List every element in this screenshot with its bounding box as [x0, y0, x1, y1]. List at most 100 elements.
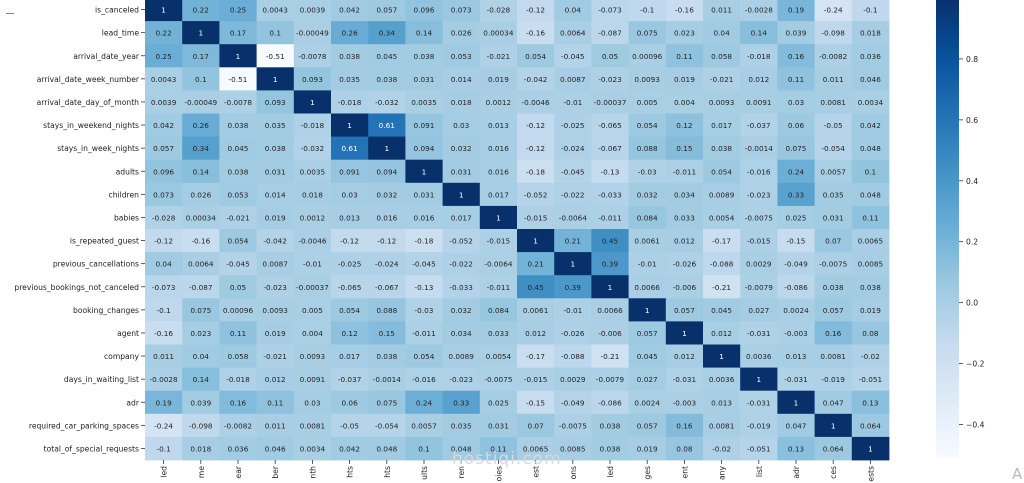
cell-value-label: -0.05	[824, 121, 843, 130]
heatmap-cell	[479, 182, 518, 207]
cell-value-label: 0.073	[451, 6, 472, 15]
heatmap-cell	[293, 229, 332, 253]
heatmap-cell	[517, 413, 555, 438]
cell-value-label: 0.042	[339, 6, 360, 15]
heatmap-cell	[740, 229, 778, 253]
cell-value-label: 0.031	[488, 421, 509, 430]
heatmap-cell	[442, 413, 481, 438]
cell-value-label: 0.013	[339, 213, 360, 222]
heatmap-cell	[293, 390, 332, 415]
row-label: babies	[114, 213, 139, 222]
cell-value-label: -0.0079	[596, 375, 625, 384]
heatmap-cell	[256, 136, 295, 161]
cell-value-label: 0.21	[565, 237, 581, 246]
heatmap-cell	[665, 229, 704, 253]
cell-value-label: -0.022	[561, 190, 585, 199]
heatmap-cell	[665, 252, 704, 276]
heatmap-cell	[703, 67, 741, 91]
heatmap-cell	[591, 159, 629, 184]
heatmap-cell	[851, 390, 890, 415]
heatmap-cell	[517, 21, 555, 45]
cell-value-label: 0.0054	[709, 213, 735, 222]
cell-value-label: 0.075	[376, 398, 397, 407]
heatmap-cell	[665, 21, 704, 45]
heatmap-cell	[665, 390, 704, 415]
heatmap-cell	[740, 344, 778, 368]
cell-value-label: -0.003	[784, 329, 808, 338]
heatmap-cell	[591, 182, 629, 207]
heatmap-cell	[740, 321, 778, 345]
cell-value-label: 0.24	[788, 167, 805, 176]
heatmap-cell	[554, 321, 592, 345]
heatmap-cell	[479, 44, 518, 68]
cell-value-label: 0.031	[823, 213, 844, 222]
cell-value-label: -0.16	[526, 29, 545, 38]
cell-value-label: 0.26	[193, 121, 210, 130]
cell-value-label: 0.038	[376, 75, 397, 84]
cell-value-label: 0.075	[190, 306, 211, 315]
heatmap-cell	[740, 252, 778, 276]
heatmap-cell	[479, 67, 518, 91]
heatmap-cell	[256, 298, 295, 322]
cell-value-label: -0.023	[598, 75, 622, 84]
cell-value-label: -0.18	[415, 237, 434, 246]
cell-value-label: 0.11	[490, 444, 506, 453]
cell-value-label: 0.12	[341, 329, 357, 338]
col-label: ces	[829, 466, 838, 479]
cell-value-label: -0.0082	[224, 421, 252, 430]
col-label: nth	[308, 466, 317, 479]
cell-value-label: 0.04	[713, 29, 730, 38]
heatmap-cell	[405, 113, 443, 137]
cell-value-label: 0.26	[341, 29, 358, 38]
cell-value-label: 0.094	[376, 167, 397, 176]
row-label: arrival_date_day_of_month	[37, 98, 140, 107]
cell-value-label: 0.017	[488, 190, 509, 199]
cell-value-label: 0.045	[711, 306, 732, 315]
cell-value-label: 0.084	[488, 306, 509, 315]
heatmap-cell	[293, 252, 332, 276]
heatmap-cell	[479, 390, 518, 415]
cell-value-label: -0.042	[263, 237, 287, 246]
heatmap-cell	[554, 182, 592, 207]
cell-value-label: 0.088	[376, 306, 397, 315]
heatmap-cell	[814, 21, 853, 45]
cell-value-label: 0.0061	[634, 237, 660, 246]
cell-value-label: -0.028	[487, 6, 511, 15]
cell-value-label: 0.034	[674, 190, 695, 199]
cell-value-label: 0.057	[823, 306, 844, 315]
heatmap-cell	[479, 21, 518, 45]
row-label: agent	[117, 329, 139, 338]
heatmap-cell	[256, 159, 295, 184]
heatmap-cell	[256, 113, 295, 137]
heatmap-cell	[628, 136, 667, 161]
colorbar-tick-label: 0.8	[966, 55, 978, 64]
cell-value-label: -0.16	[191, 237, 210, 246]
cell-value-label: -0.021	[710, 75, 734, 84]
cell-value-label: -0.086	[598, 398, 622, 407]
heatmap-cell	[851, 21, 890, 45]
cell-value-label: 0.031	[265, 167, 286, 176]
heatmap-cell	[331, 436, 369, 461]
heatmap-cell	[219, 298, 257, 322]
heatmap-cell	[517, 159, 555, 184]
cell-value-label: 0.16	[230, 398, 247, 407]
cell-value-label: -0.1	[156, 306, 170, 315]
col-label: oies	[494, 466, 503, 481]
heatmap-cell	[442, 436, 481, 461]
heatmap-cell	[703, 367, 741, 392]
cell-value-label: -0.037	[747, 121, 771, 130]
heatmap-cell	[479, 367, 518, 392]
cell-value-label: -0.015	[747, 237, 771, 246]
heatmap-cell	[145, 67, 183, 91]
cell-value-label: -0.12	[340, 237, 359, 246]
cell-value-label: 0.032	[376, 190, 397, 199]
cell-value-label: 0.11	[676, 52, 692, 61]
row-label: stays_in_week_nights	[57, 144, 139, 153]
heatmap-cell	[591, 367, 629, 392]
cell-value-label: 0.004	[674, 98, 695, 107]
cell-value-label: 0.0034	[300, 444, 326, 453]
heatmap-cell	[182, 413, 220, 438]
cell-value-label: 0.0091	[300, 375, 326, 384]
heatmap-cell	[145, 44, 183, 68]
heatmap-cell	[293, 298, 332, 322]
